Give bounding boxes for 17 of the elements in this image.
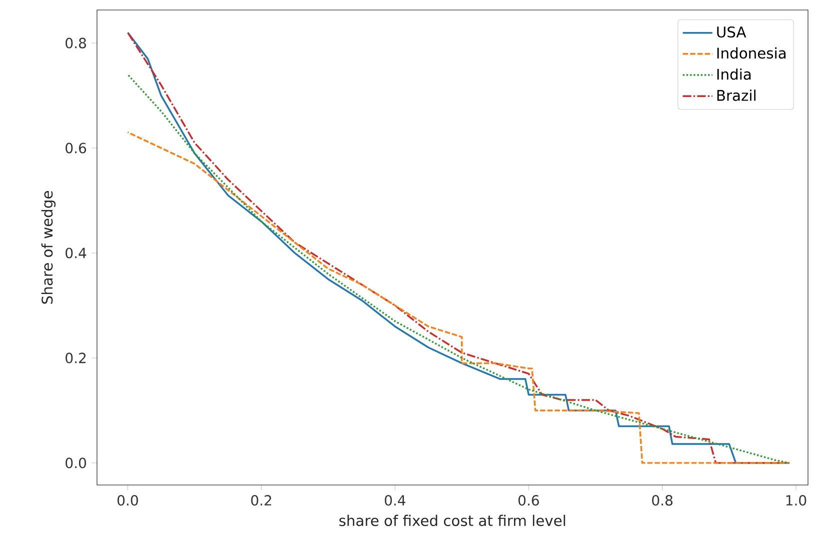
legend-label: Indonesia <box>717 47 786 59</box>
x-tick-label: 0.4 <box>384 495 406 506</box>
y-tick-label: 0.4 <box>66 248 86 258</box>
legend-label: USA <box>717 26 746 38</box>
y-tick-label: 0.8 <box>66 38 86 48</box>
x-tick-label: 0.8 <box>652 495 672 506</box>
y-tick-label: 0.0 <box>66 458 86 468</box>
y-tick-label: 0.2 <box>66 352 86 364</box>
y-tick-label: 0.6 <box>66 142 86 154</box>
x-axis-title: share of fixed cost at firm level <box>339 514 566 526</box>
legend-label: India <box>717 68 751 80</box>
legend-label: Brazil <box>717 90 756 101</box>
x-tick-label: 1.0 <box>786 495 806 506</box>
y-axis-title: Share of wedge <box>41 191 56 304</box>
x-tick-label: 0.2 <box>251 495 272 506</box>
x-tick-label: 0.0 <box>118 495 138 506</box>
x-tick-label: 0.6 <box>518 495 539 506</box>
